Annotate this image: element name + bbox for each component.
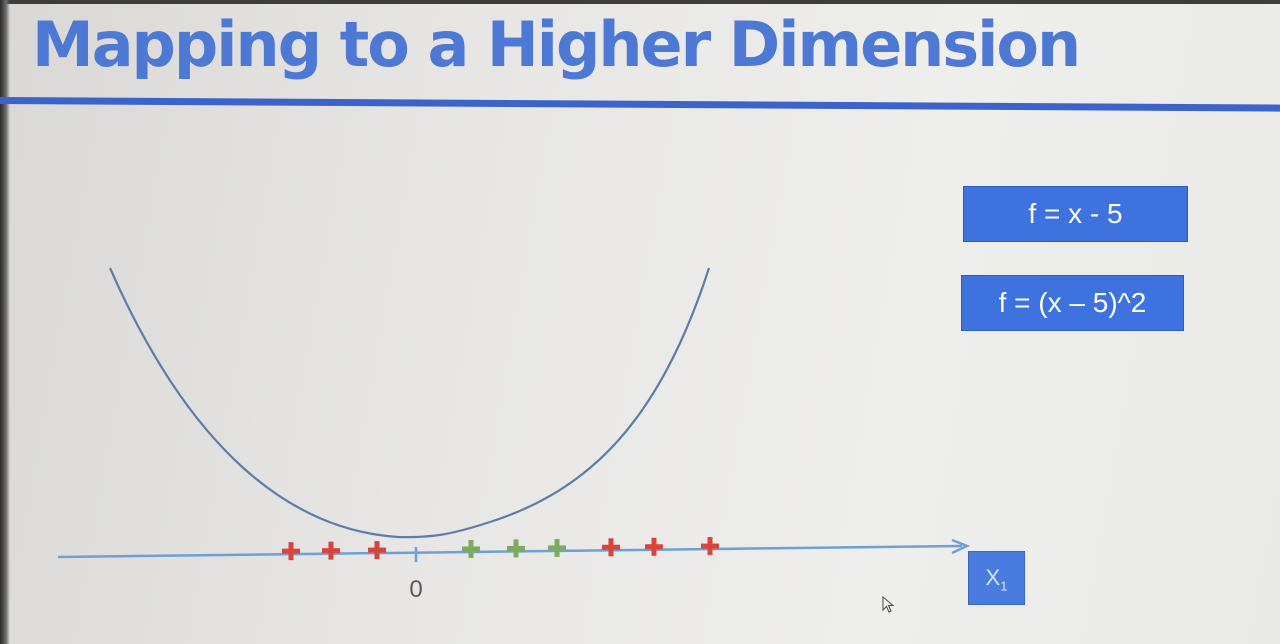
negative-point-marker bbox=[368, 541, 386, 560]
data-points bbox=[282, 537, 719, 561]
parabola-curve bbox=[108, 267, 711, 539]
x1-axis-label: X1 bbox=[968, 551, 1025, 605]
top-edge bbox=[0, 0, 1280, 4]
positive-point-marker bbox=[462, 539, 480, 558]
formula-quadratic-button[interactable]: f = (x – 5)^2 bbox=[961, 275, 1184, 331]
negative-point-marker bbox=[645, 537, 663, 556]
negative-point-marker bbox=[322, 541, 340, 560]
slide-title: Mapping to a Higher Dimension bbox=[32, 8, 1081, 81]
mouse-cursor-icon bbox=[882, 596, 895, 613]
negative-point-marker bbox=[602, 538, 620, 557]
positive-point-marker bbox=[548, 538, 566, 557]
x-axis-line bbox=[57, 544, 963, 559]
axis-label-main: X bbox=[985, 565, 1001, 590]
formula-linear-button[interactable]: f = x - 5 bbox=[963, 186, 1188, 242]
negative-point-marker bbox=[282, 542, 300, 561]
x-axis-arrowhead bbox=[951, 538, 971, 555]
negative-point-marker bbox=[701, 537, 719, 556]
axis-label-subscript: 1 bbox=[1000, 578, 1008, 594]
zero-tick-label: 0 bbox=[409, 576, 423, 603]
screen-bezel bbox=[0, 0, 10, 644]
positive-point-marker bbox=[507, 539, 525, 558]
